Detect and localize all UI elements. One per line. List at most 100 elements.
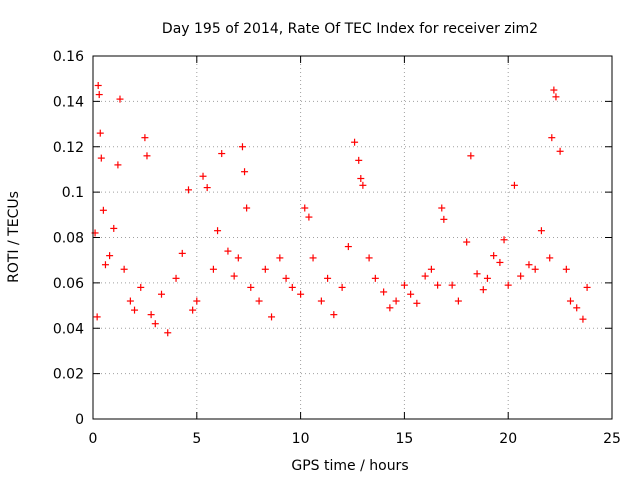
data-point [230, 272, 238, 280]
x-tick-label: 15 [395, 431, 413, 447]
data-point [97, 154, 105, 162]
data-point [562, 265, 570, 273]
data-point [158, 290, 166, 298]
data-point [172, 274, 180, 282]
data-points [91, 81, 591, 337]
data-point [525, 261, 533, 269]
data-point [238, 143, 246, 151]
data-point [552, 93, 560, 101]
data-point [99, 206, 107, 214]
plot-frame [92, 55, 613, 420]
x-tick-label: 0 [89, 431, 98, 447]
x-tick-label: 25 [603, 431, 621, 447]
data-point [141, 134, 149, 142]
data-point [193, 297, 201, 305]
data-point [297, 290, 305, 298]
data-point [255, 297, 263, 305]
data-point [301, 204, 309, 212]
data-point [143, 152, 151, 160]
data-point [421, 272, 429, 280]
data-point [203, 184, 211, 192]
data-point [566, 297, 574, 305]
data-point [189, 306, 197, 314]
x-tick-label: 20 [499, 431, 517, 447]
x-axis-ticks: 0 5 10 15 20 25 [89, 56, 621, 447]
data-point [467, 152, 475, 160]
data-point [214, 227, 222, 235]
data-point [355, 156, 363, 164]
data-point [427, 265, 435, 273]
data-point [199, 172, 207, 180]
y-tick-label: 0.16 [53, 49, 84, 65]
data-point [247, 283, 255, 291]
y-tick-label: 0.14 [53, 94, 84, 110]
data-point [305, 213, 313, 221]
y-tick-label: 0.08 [53, 231, 84, 247]
data-point [454, 297, 462, 305]
data-point [338, 283, 346, 291]
data-point [96, 129, 104, 137]
y-tick-label: 0.02 [53, 367, 84, 383]
data-point [241, 168, 249, 176]
data-point [116, 95, 124, 103]
x-tick-label: 5 [192, 431, 201, 447]
data-point [483, 274, 491, 282]
data-point [344, 243, 352, 251]
data-point [94, 81, 102, 89]
data-point [359, 181, 367, 189]
data-point [324, 274, 332, 282]
data-point [579, 315, 587, 323]
data-point [434, 281, 442, 289]
data-point [268, 313, 276, 321]
data-point [106, 252, 114, 260]
data-point [504, 281, 512, 289]
data-point [357, 175, 365, 183]
data-point [126, 297, 134, 305]
data-point [93, 313, 101, 321]
y-axis-ticks: 0 0.02 0.04 0.06 0.08 0.1 0.12 0.14 0.16 [53, 49, 612, 428]
data-point [371, 274, 379, 282]
data-point [218, 150, 226, 158]
data-point [151, 320, 159, 328]
data-point [548, 134, 556, 142]
y-tick-label: 0.06 [53, 276, 84, 292]
data-point [209, 265, 217, 273]
y-tick-label: 0.12 [53, 140, 84, 156]
data-point [517, 272, 525, 280]
y-tick-label: 0.1 [62, 185, 84, 201]
data-point [583, 283, 591, 291]
y-tick-label: 0 [75, 412, 84, 428]
data-point [392, 297, 400, 305]
data-point [276, 254, 284, 262]
data-point [386, 304, 394, 312]
data-point [120, 265, 128, 273]
data-point [400, 281, 408, 289]
y-tick-label: 0.04 [53, 321, 84, 337]
data-point [351, 138, 359, 146]
data-point [330, 311, 338, 319]
data-point [184, 186, 192, 194]
data-point [440, 215, 448, 223]
chart-title: Day 195 of 2014, Rate Of TEC Index for r… [162, 21, 538, 37]
data-point [110, 224, 118, 232]
data-point [479, 286, 487, 294]
data-point [95, 91, 103, 99]
data-point [164, 329, 172, 337]
data-point [131, 306, 139, 314]
data-point [438, 204, 446, 212]
data-point [365, 254, 373, 262]
data-point [309, 254, 317, 262]
data-point [261, 265, 269, 273]
data-point [224, 247, 232, 255]
y-axis-label: ROTI / TECUs [6, 191, 22, 283]
data-point [573, 304, 581, 312]
data-point [101, 261, 109, 269]
data-point [448, 281, 456, 289]
data-point [234, 254, 242, 262]
data-point [114, 161, 122, 169]
data-point [147, 311, 155, 319]
data-point [380, 288, 388, 296]
data-point [500, 236, 508, 244]
data-point [531, 265, 539, 273]
